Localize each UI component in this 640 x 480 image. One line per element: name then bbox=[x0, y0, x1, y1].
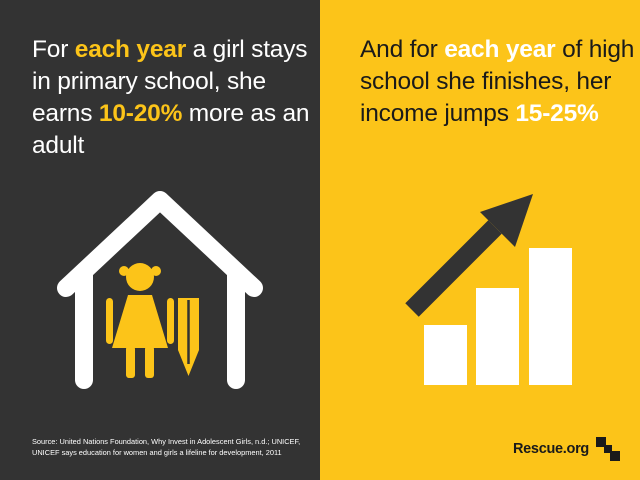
left-panel: For each year a girl stays in primary sc… bbox=[0, 0, 320, 480]
source-citation: Source: United Nations Foundation, Why I… bbox=[32, 437, 301, 457]
left-highlight-percent: 10-20% bbox=[98, 99, 183, 127]
bar-medium-icon bbox=[476, 288, 519, 385]
right-headline: And for each year of high school she fin… bbox=[360, 36, 635, 127]
arrow-head-icon bbox=[480, 194, 533, 247]
house-roof-icon bbox=[57, 191, 263, 297]
arrow-shaft-icon bbox=[405, 220, 502, 317]
growth-bar-chart-arrow-icon bbox=[405, 194, 572, 385]
right-highlight-each-year: each year bbox=[444, 36, 556, 63]
house-girl-pencil-icon bbox=[57, 191, 263, 389]
brand-name: Rescue.org bbox=[513, 441, 589, 457]
right-highlight-percent: 15-25% bbox=[515, 99, 599, 127]
girl-icon bbox=[106, 263, 174, 378]
left-highlight-each-year: each year bbox=[74, 36, 187, 63]
left-headline: For each year a girl stays in primary sc… bbox=[32, 36, 310, 159]
bar-large-icon bbox=[529, 248, 572, 385]
bar-small-icon bbox=[424, 325, 467, 385]
pencil-icon bbox=[178, 298, 199, 376]
irc-logo-icon bbox=[596, 437, 620, 461]
right-panel: And for each year of high school she fin… bbox=[320, 0, 640, 480]
